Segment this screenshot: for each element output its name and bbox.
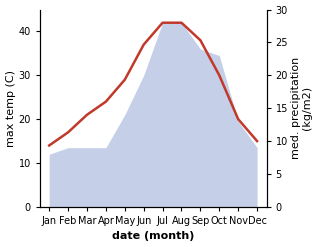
X-axis label: date (month): date (month) [112,231,194,242]
Y-axis label: max temp (C): max temp (C) [5,70,16,147]
Y-axis label: med. precipitation
(kg/m2): med. precipitation (kg/m2) [291,57,313,159]
